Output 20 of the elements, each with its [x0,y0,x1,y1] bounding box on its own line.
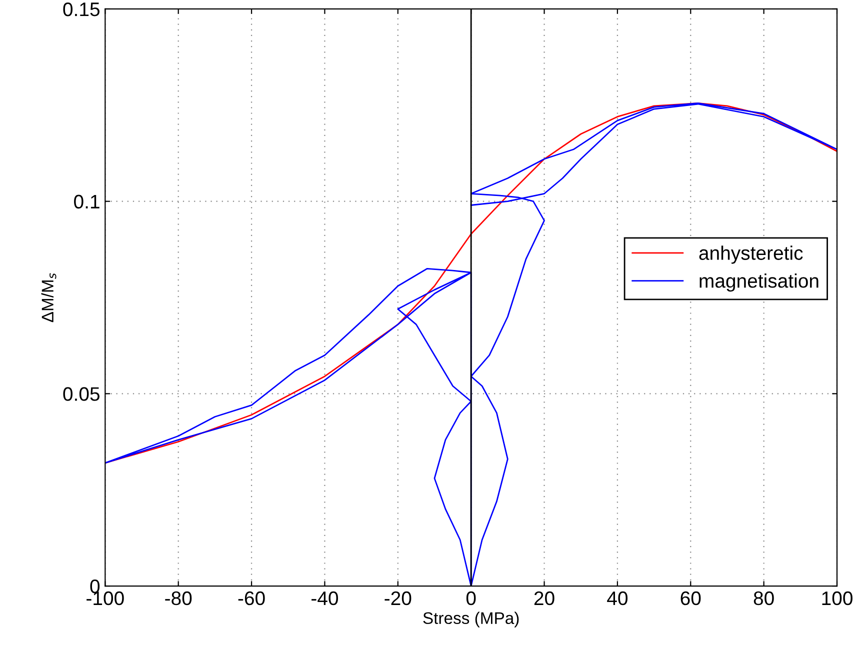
legend-label: magnetisation [700,274,818,292]
y-tick-label: 0.15 [63,2,100,16]
x-tick-label: -60 [238,591,265,606]
x-tick-label: 60 [680,591,701,606]
x-tick-label: -40 [312,591,338,606]
y-tick-label: 0.1 [74,194,100,209]
x-tick-label: -80 [165,591,192,606]
x-tick-label: 80 [754,591,774,606]
line-series [105,102,837,464]
y-tick-label: 0.05 [63,387,100,401]
x-tick-label: 20 [534,591,554,606]
y-tick-label: 0 [90,580,100,594]
x-tick-label: -100 [86,591,124,606]
x-tick-label: 100 [822,591,852,606]
x-tick-label: -20 [384,591,412,606]
x-axis-title: Stress (MPa) [423,612,519,628]
x-tick-label: 0 [466,591,476,606]
x-tick-label: 40 [607,591,628,606]
y-axis-title: ΔM/M$_{s}$ [41,273,56,322]
legend-label: anhysteretic [699,246,803,264]
